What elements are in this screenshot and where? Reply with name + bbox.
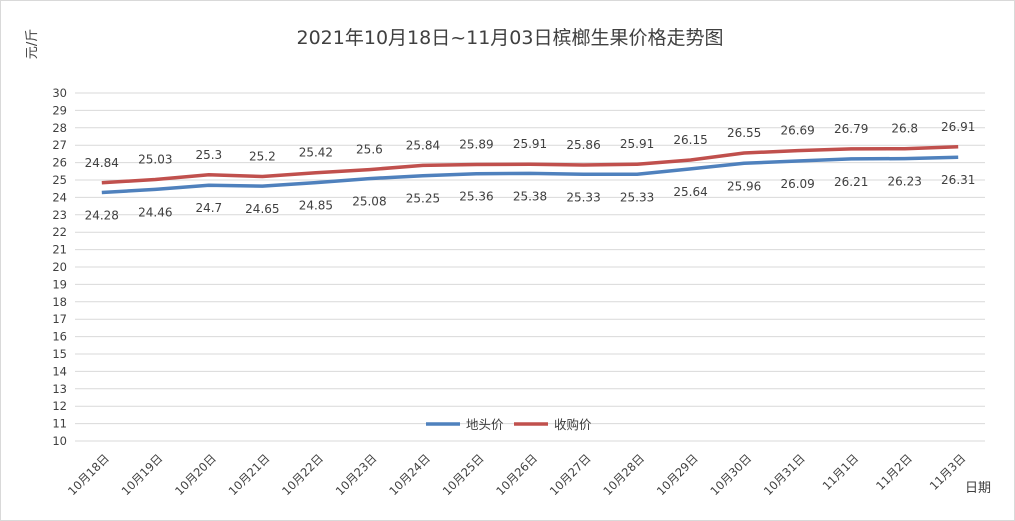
data-label: 25.03	[138, 152, 172, 166]
data-labels: 24.28 24.46 24.7 24.65 24.85 25.08 25.25 25.36 2…	[85, 120, 976, 223]
data-label: 25.64	[673, 185, 707, 199]
data-label: 25.38	[513, 189, 547, 203]
data-label: 25.89	[459, 138, 493, 152]
data-label: 25.91	[513, 137, 547, 151]
y-tick-label: 19	[52, 277, 67, 291]
series-lines	[101, 145, 959, 195]
data-label: 26.8	[891, 122, 918, 136]
chart-title: 2021年10月18日~11月03日槟榔生果价格走势图	[297, 27, 724, 49]
y-tick-label: 11	[52, 417, 67, 431]
data-label: 26.23	[888, 175, 922, 189]
data-label: 25.2	[249, 150, 276, 164]
data-label: 24.7	[195, 201, 222, 215]
data-label: 24.46	[138, 205, 172, 219]
y-tick-label: 23	[52, 208, 67, 222]
y-tick-label: 18	[52, 295, 67, 309]
data-label: 25.36	[459, 190, 493, 204]
x-axis-label: 日期	[965, 481, 991, 496]
y-tick-label: 22	[52, 225, 67, 239]
data-label: 25.08	[352, 195, 386, 209]
y-tick-label: 28	[52, 121, 67, 135]
y-tick-label: 24	[52, 190, 67, 204]
data-label: 25.86	[566, 138, 600, 152]
legend-entry: 收购价	[554, 417, 592, 432]
series-line	[101, 145, 959, 185]
data-label: 24.84	[85, 156, 119, 170]
y-tick-label: 27	[52, 138, 67, 152]
data-label: 26.55	[727, 126, 761, 140]
data-label: 25.33	[620, 190, 654, 204]
data-label: 26.31	[941, 173, 975, 187]
data-label: 26.21	[834, 175, 868, 189]
y-axis-label: 元/斤	[25, 29, 40, 59]
data-label: 25.84	[406, 138, 440, 152]
legend-entry: 地头价	[466, 417, 504, 432]
y-tick-label: 26	[52, 156, 67, 170]
data-label: 26.79	[834, 122, 868, 136]
data-label: 25.96	[727, 179, 761, 193]
series-line	[101, 155, 959, 195]
data-label: 25.42	[299, 146, 333, 160]
y-tick-label: 14	[52, 364, 67, 378]
data-label: 26.09	[780, 177, 814, 191]
y-tick-label: 30	[52, 86, 67, 100]
y-tick-label: 17	[52, 312, 67, 326]
y-tick-label: 13	[52, 382, 67, 396]
y-tick-label: 25	[52, 173, 67, 187]
y-tick-label: 12	[52, 399, 67, 413]
data-label: 26.15	[673, 133, 707, 147]
y-tick-label: 29	[52, 103, 67, 117]
data-label: 25.91	[620, 137, 654, 151]
data-label: 25.6	[356, 143, 383, 157]
data-label: 26.69	[780, 124, 814, 138]
y-tick-label: 21	[52, 243, 67, 257]
data-label: 25.33	[566, 190, 600, 204]
y-tick-label: 10	[52, 434, 67, 448]
data-label: 26.91	[941, 120, 975, 134]
y-tick-labels: 10 11 12 13 14 15 16 17 18 19 20 21 22 23 24 25 26 27 28 29…	[52, 86, 67, 448]
data-label: 24.85	[299, 199, 333, 213]
data-label: 25.3	[195, 148, 222, 162]
y-tick-label: 15	[52, 347, 67, 361]
y-tick-label: 20	[52, 260, 67, 274]
legend: 地头价 收购价	[426, 417, 592, 432]
data-label: 24.65	[245, 202, 279, 216]
y-tick-label: 16	[52, 330, 67, 344]
data-label: 24.28	[85, 209, 119, 223]
data-label: 25.25	[406, 192, 440, 206]
